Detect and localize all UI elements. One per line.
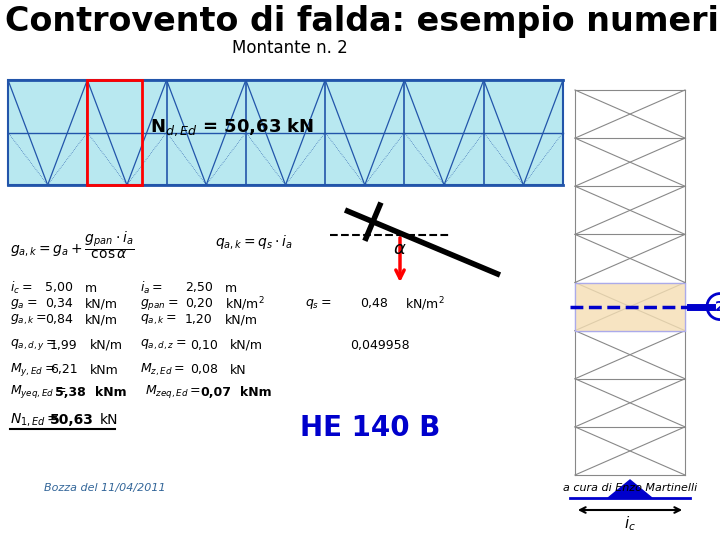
Bar	[575, 282, 685, 330]
Text: 0,10: 0,10	[190, 339, 218, 352]
Text: Bozza del 11/04/2011: Bozza del 11/04/2011	[44, 483, 166, 493]
Text: 0,34: 0,34	[45, 298, 73, 310]
Text: kN: kN	[230, 363, 247, 376]
Text: 5,38: 5,38	[55, 386, 86, 399]
Text: 1,20: 1,20	[185, 314, 212, 327]
Text: N$_{d,Ed}$ = 50,63 kN: N$_{d,Ed}$ = 50,63 kN	[150, 117, 315, 138]
Text: $q_{a,k} = q_s \cdot i_a$: $q_{a,k} = q_s \cdot i_a$	[215, 233, 293, 251]
Text: $g_{a,k} = g_a + \dfrac{g_{pan} \cdot i_a}{\cos\alpha}$: $g_{a,k} = g_a + \dfrac{g_{pan} \cdot i_…	[10, 229, 135, 261]
Bar	[87, 80, 143, 185]
Text: a cura di Enzo Martinelli: a cura di Enzo Martinelli	[563, 483, 697, 493]
Text: $q_{a,d,z}=$: $q_{a,d,z}=$	[140, 338, 186, 352]
Text: $g_{a,k}=$: $g_{a,k}=$	[10, 313, 47, 327]
Text: kNm: kNm	[90, 363, 119, 376]
Text: $M_{zeq,Ed}=$: $M_{zeq,Ed}=$	[145, 383, 201, 401]
Text: kN/m$^2$: kN/m$^2$	[225, 295, 265, 313]
Text: $q_{a,k}=$: $q_{a,k}=$	[140, 313, 177, 327]
Text: 0,07: 0,07	[200, 386, 231, 399]
Text: $i_a=$: $i_a=$	[140, 280, 163, 296]
Text: kN/m: kN/m	[230, 339, 263, 352]
Text: 50,63: 50,63	[50, 413, 94, 427]
Text: Controvento di falda: esempio numerico: Controvento di falda: esempio numerico	[5, 5, 720, 38]
Text: $\alpha$: $\alpha$	[393, 240, 407, 258]
Text: 6,21: 6,21	[50, 363, 78, 376]
Text: kN/m: kN/m	[85, 314, 118, 327]
Polygon shape	[608, 480, 652, 498]
Text: 1,99: 1,99	[50, 339, 78, 352]
Text: 2,50: 2,50	[185, 281, 213, 294]
Text: $i_c=$: $i_c=$	[10, 280, 32, 296]
Text: kNm: kNm	[240, 386, 271, 399]
Text: kN/m: kN/m	[225, 314, 258, 327]
Text: $M_{yeq,Ed}=$: $M_{yeq,Ed}=$	[10, 383, 66, 401]
Text: 0,84: 0,84	[45, 314, 73, 327]
Text: kN/m$^2$: kN/m$^2$	[405, 295, 445, 313]
Bar	[8, 80, 563, 185]
Text: $M_{y,Ed}=$: $M_{y,Ed}=$	[10, 361, 55, 379]
Text: 5,00: 5,00	[45, 281, 73, 294]
Text: m: m	[225, 281, 237, 294]
Text: $N_{1,Ed}=$: $N_{1,Ed}=$	[10, 411, 59, 429]
Text: 0,48: 0,48	[360, 298, 388, 310]
Text: $g_a=$: $g_a=$	[10, 297, 37, 311]
Text: 0,049958: 0,049958	[350, 339, 410, 352]
Text: kN/m: kN/m	[85, 298, 118, 310]
Text: 0,20: 0,20	[185, 298, 213, 310]
Text: kN: kN	[100, 413, 119, 427]
Text: HE 140 B: HE 140 B	[300, 414, 440, 442]
Text: 2: 2	[715, 300, 720, 314]
Text: $i_c$: $i_c$	[624, 515, 636, 534]
Text: $M_{z,Ed}=$: $M_{z,Ed}=$	[140, 362, 185, 378]
Text: kNm: kNm	[95, 386, 127, 399]
Text: $q_{a,d,y}=$: $q_{a,d,y}=$	[10, 338, 57, 353]
Text: $q_s=$: $q_s=$	[305, 297, 331, 311]
Text: Montante n. 2: Montante n. 2	[232, 39, 348, 57]
Text: $g_{pan}=$: $g_{pan}=$	[140, 296, 179, 312]
Text: m: m	[85, 281, 97, 294]
Text: kN/m: kN/m	[90, 339, 123, 352]
Text: 0,08: 0,08	[190, 363, 218, 376]
